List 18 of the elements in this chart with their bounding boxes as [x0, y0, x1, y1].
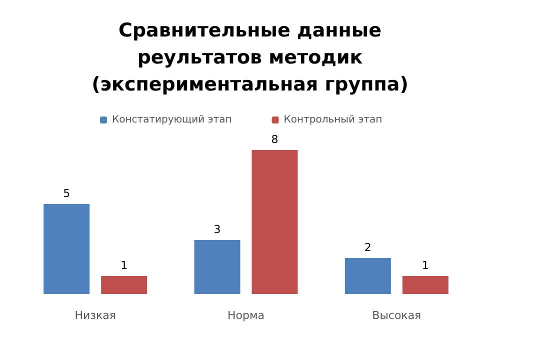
data-label: 2	[364, 241, 372, 254]
bar	[402, 276, 448, 294]
data-label: 1	[422, 259, 429, 272]
legend-label: Контрольный этап	[284, 114, 382, 126]
legend-label: Констатирующий этап	[112, 114, 232, 126]
data-label: 3	[214, 223, 221, 236]
bar	[252, 150, 298, 294]
data-label: 5	[63, 187, 70, 200]
data-label: 1	[120, 259, 128, 272]
x-tick-label: Высокая	[372, 309, 422, 322]
chart-title: Сравнительные данные реультатов методик (экспериментальная группа)	[92, 20, 408, 96]
data-label: 8	[271, 133, 278, 146]
x-tick-label: Низкая	[74, 309, 116, 322]
bar	[344, 258, 391, 294]
bar	[194, 240, 240, 294]
bar	[44, 204, 90, 294]
bar	[101, 276, 148, 294]
x-tick-label: Норма	[227, 309, 265, 322]
